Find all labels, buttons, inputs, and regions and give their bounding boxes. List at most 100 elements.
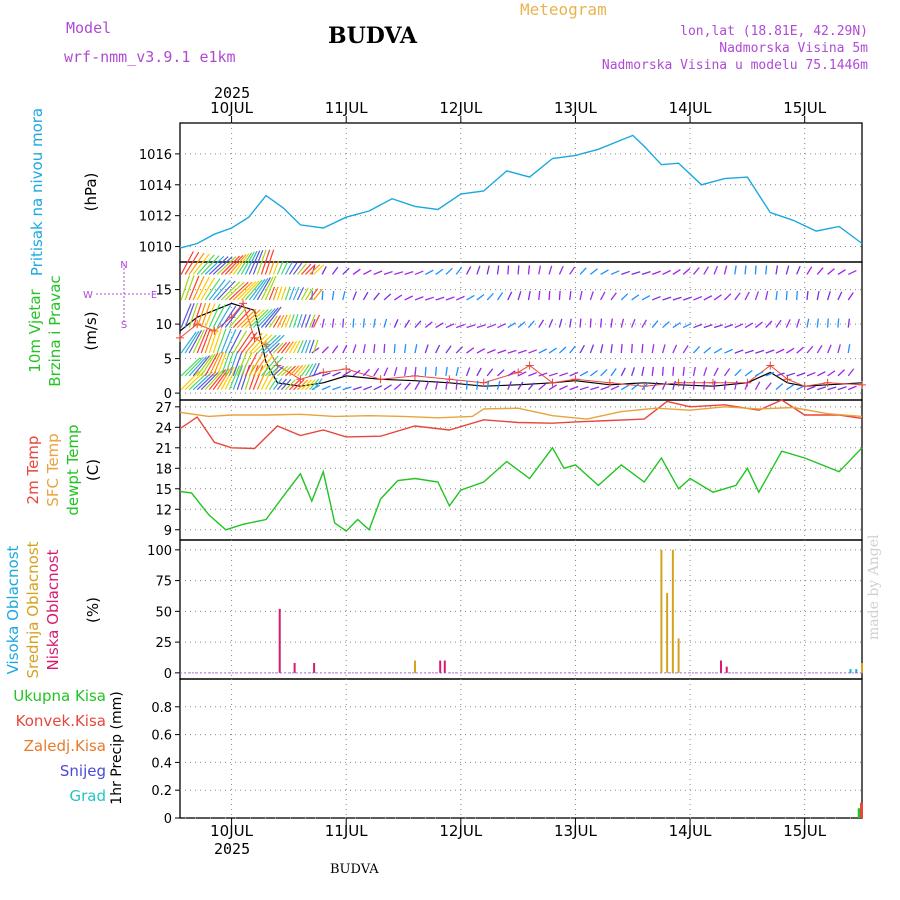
gust-marker <box>548 378 557 387</box>
wind-vector <box>517 265 520 275</box>
wind-vector <box>496 265 500 275</box>
wind-vector <box>342 386 352 391</box>
wind-vector <box>589 369 598 377</box>
wind-vector <box>816 290 820 301</box>
wind-vector <box>589 291 594 301</box>
cloud-ytick-label: 100 <box>147 544 172 559</box>
wind-vector <box>435 322 444 329</box>
wind-vector <box>373 292 380 301</box>
wind-vector <box>224 254 244 275</box>
cloud-unit: (%) <box>84 597 102 623</box>
precip-unit: 1hr Precip (mm) <box>109 691 125 804</box>
wind-ytick-label: 5 <box>164 353 172 368</box>
temp-ytick-label: 18 <box>155 462 172 477</box>
wind-vector <box>569 290 572 301</box>
wind-vector <box>703 346 712 354</box>
wind-vector <box>693 295 703 301</box>
wind-vector <box>806 345 814 354</box>
wind-vector <box>216 328 227 354</box>
wind-vector <box>775 319 782 328</box>
gust-marker <box>376 375 385 384</box>
precip-bar <box>857 808 861 818</box>
temp-ytick-label: 24 <box>155 421 172 436</box>
wind-vector <box>292 340 301 354</box>
wind-vector <box>240 332 258 354</box>
wind-vector <box>517 349 527 354</box>
wind-vector <box>589 318 592 328</box>
wind-vector <box>662 269 671 276</box>
wind-vector <box>672 296 682 301</box>
wind-vector <box>652 270 661 276</box>
wind-vector <box>517 381 524 390</box>
wind-vector <box>313 264 325 275</box>
wind-vector <box>383 318 388 328</box>
wind-vector <box>661 344 666 354</box>
wind-vector <box>724 293 732 301</box>
wind-vector <box>200 370 220 391</box>
wind-vector <box>486 368 494 377</box>
wind-vector <box>445 366 448 376</box>
wind-vector <box>630 344 633 354</box>
wind-vector <box>240 351 253 377</box>
wind-vector <box>775 265 779 275</box>
wind-vector <box>224 350 235 377</box>
wind-vector <box>589 344 595 354</box>
temp-ytick-label: 12 <box>155 503 172 518</box>
cloud-title-3: Niska Oblacnost <box>44 549 62 670</box>
day-label-top: 14JUL <box>669 99 712 117</box>
wind-vector <box>200 353 216 377</box>
wind-vector <box>228 329 242 354</box>
wind-vector <box>414 296 424 301</box>
wind-vector <box>507 265 510 275</box>
wind-vector <box>693 345 701 354</box>
wind-vector <box>228 307 247 328</box>
wind-vector <box>569 385 579 391</box>
wind-vector <box>693 323 703 329</box>
temp-line-3 <box>179 446 863 533</box>
wind-vector <box>192 253 210 275</box>
wind-vector <box>321 385 331 391</box>
wind-vector <box>456 323 465 329</box>
pressure-unit: (hPa) <box>82 173 100 212</box>
wind-vector <box>393 294 403 301</box>
wind-vector <box>352 318 355 328</box>
wind-vector <box>465 266 472 275</box>
wind-vector <box>228 351 239 377</box>
temp-title-2: SFC Temp <box>44 433 62 506</box>
wind-vector <box>332 386 342 391</box>
wind-vector <box>200 277 216 301</box>
wind-vector <box>373 385 383 391</box>
wind-vector <box>196 354 213 377</box>
wind-vector <box>786 347 795 354</box>
wind-vector <box>713 380 716 390</box>
wind-vector <box>476 293 485 301</box>
wind-vector <box>309 264 321 275</box>
wind-vector <box>713 347 723 354</box>
wind-vector <box>256 308 276 328</box>
wind-vector <box>785 319 791 328</box>
panel-frame-1 <box>179 122 863 263</box>
temp-unit: (C) <box>84 459 102 481</box>
wind-vector <box>204 328 215 354</box>
wind-vector <box>538 383 547 391</box>
wind-vector <box>837 318 840 328</box>
wind-vector <box>765 265 768 275</box>
wind-vector <box>424 321 433 329</box>
wind-vector <box>272 315 282 328</box>
wind-vector <box>424 381 430 390</box>
wind-vector <box>631 271 641 276</box>
wind-vector <box>465 380 468 390</box>
wind-vector <box>434 380 439 390</box>
wind-vector <box>713 294 722 301</box>
wind-vector <box>641 366 645 376</box>
wind-vector <box>311 347 320 354</box>
wind-vector <box>308 314 316 328</box>
wind-vector <box>331 345 339 354</box>
wind-vector <box>465 367 471 377</box>
place-title: BUDVA <box>328 23 417 49</box>
wind-vector <box>837 386 847 391</box>
wind-vector <box>507 291 513 301</box>
wind-vector <box>216 256 237 275</box>
wind-vector <box>208 328 219 354</box>
wind-vector <box>765 320 773 328</box>
